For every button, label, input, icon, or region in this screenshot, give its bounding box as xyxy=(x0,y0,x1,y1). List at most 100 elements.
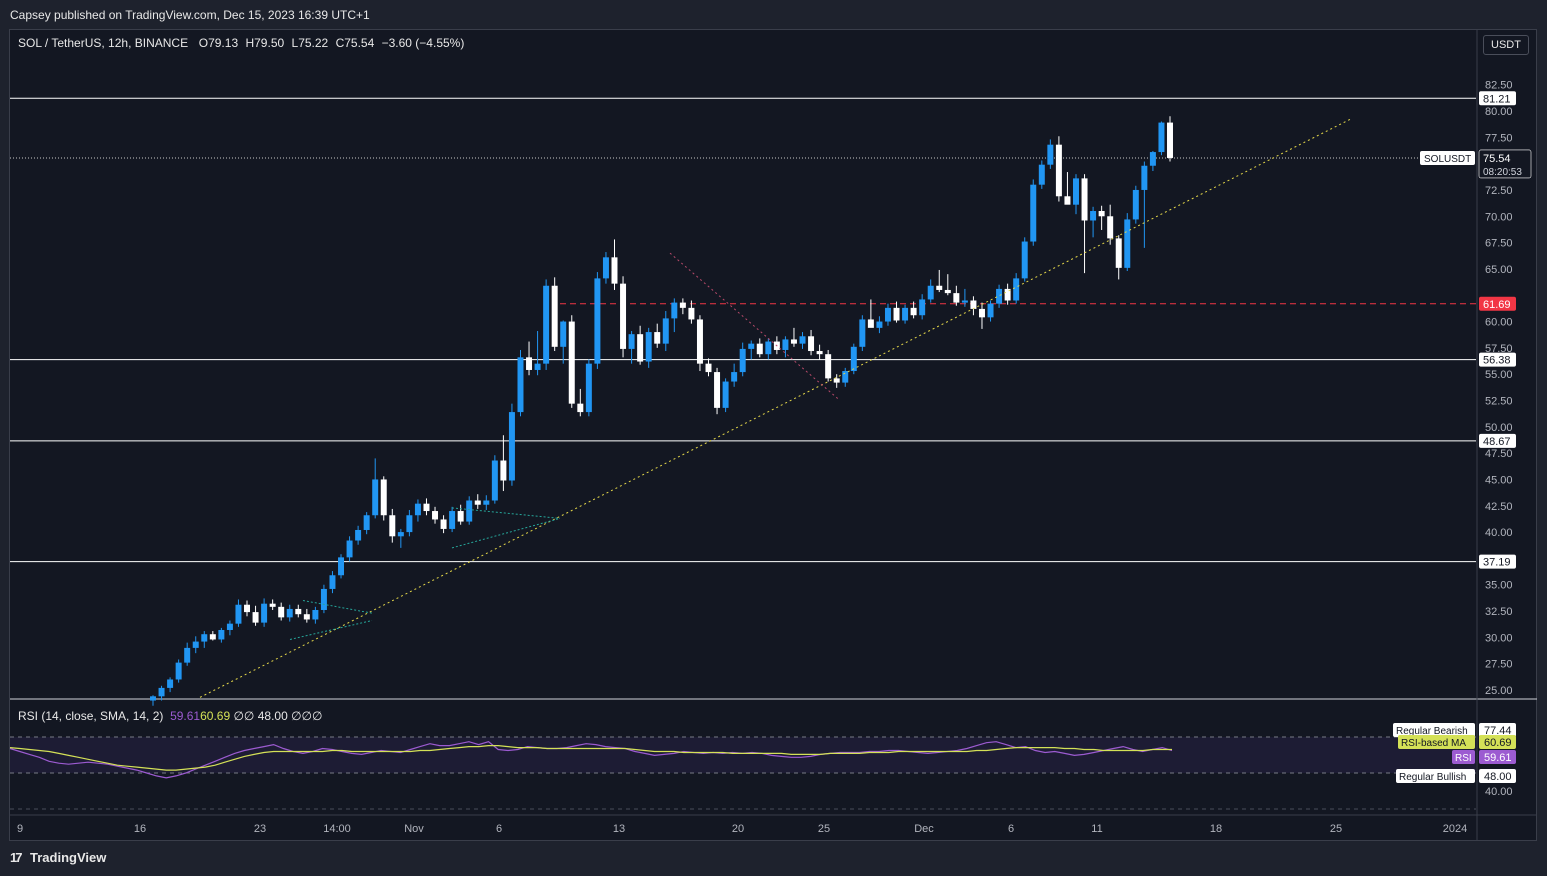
candle-body-14 xyxy=(269,603,276,607)
candle-body-59 xyxy=(654,332,661,344)
candle-body-99 xyxy=(996,288,1003,304)
candle-body-5 xyxy=(192,641,199,648)
footer-brand[interactable]: 17 TradingView xyxy=(10,850,106,865)
candle-body-17 xyxy=(295,608,302,615)
candle-body-106 xyxy=(1055,144,1062,197)
candle-body-57 xyxy=(637,334,644,362)
candle-body-44 xyxy=(526,357,533,370)
low-value: L75.22 xyxy=(291,36,329,50)
rsi-ma-value: 60.69 xyxy=(200,709,231,723)
candle-body-64 xyxy=(696,319,703,364)
rsi-ma-tag-bg xyxy=(1398,735,1475,749)
time-tick-10: 6 xyxy=(1008,823,1014,835)
flag-bottom-2 xyxy=(451,517,561,549)
candle-body-92 xyxy=(936,285,943,290)
rsi-level-value: 48.00 xyxy=(257,709,288,723)
price-tick-9: 60.00 xyxy=(1485,317,1513,329)
currency-button[interactable]: USDT xyxy=(1483,35,1529,55)
candle-body-93 xyxy=(944,289,951,294)
candle-body-58 xyxy=(645,332,652,362)
candle-body-83 xyxy=(859,319,866,347)
price-tick-12: 52.50 xyxy=(1485,396,1513,408)
candle-body-18 xyxy=(303,614,310,620)
candle-body-9 xyxy=(226,623,233,630)
candle-body-66 xyxy=(714,372,721,408)
candle-body-88 xyxy=(902,307,909,321)
price-tick-17: 40.00 xyxy=(1485,527,1513,539)
level-label-4: 37.19 xyxy=(1483,557,1511,569)
candle-body-114 xyxy=(1124,219,1131,268)
candle-body-13 xyxy=(261,603,268,623)
rsi-na-5: ∅ xyxy=(312,709,323,723)
candle-body-105 xyxy=(1047,144,1054,165)
price-tick-14: 47.50 xyxy=(1485,448,1513,460)
rsi-value-bg xyxy=(1479,750,1516,764)
candle-body-84 xyxy=(867,319,874,328)
level-label-1: 61.69 xyxy=(1483,299,1511,311)
candle-body-90 xyxy=(919,299,926,316)
bearish-tag: Regular Bearish xyxy=(1396,726,1468,737)
candle-body-50 xyxy=(577,403,584,413)
candle-body-10 xyxy=(235,604,242,624)
candle-body-29 xyxy=(397,532,404,537)
bullish-value: 48.00 xyxy=(1484,771,1512,783)
candle-body-7 xyxy=(209,634,216,640)
time-tick-14: 2024 xyxy=(1443,823,1467,835)
candle-body-112 xyxy=(1107,216,1114,239)
candle-body-67 xyxy=(722,381,729,408)
candle-body-65 xyxy=(705,363,712,373)
candle-body-82 xyxy=(850,346,857,372)
last-price-box xyxy=(1478,149,1532,179)
candle-body-100 xyxy=(1004,288,1011,301)
candle-body-41 xyxy=(500,460,507,481)
candle-body-110 xyxy=(1090,211,1097,221)
candle-body-52 xyxy=(594,278,601,364)
level-label-3: 48.67 xyxy=(1483,436,1511,448)
bullish-tag-bg xyxy=(1396,769,1475,783)
candle-body-30 xyxy=(406,515,413,533)
time-tick-3: 14:00 xyxy=(323,823,351,835)
candle-body-45 xyxy=(534,363,541,370)
time-tick-4: Nov xyxy=(404,823,424,835)
change-value: −3.60 (−4.55%) xyxy=(381,36,465,50)
publish-info: Capsey published on TradingView.com, Dec… xyxy=(10,8,370,22)
price-legend: SOL / TetherUS, 12h, BINANCE O79.13 H79.… xyxy=(18,36,468,50)
close-value: C75.54 xyxy=(335,36,375,50)
flag-bottom-1 xyxy=(289,620,373,640)
time-tick-0: 9 xyxy=(17,823,23,835)
candle-body-86 xyxy=(884,307,891,322)
rsi-line xyxy=(9,741,1173,779)
candle-body-104 xyxy=(1038,164,1045,185)
bearish-tag-bg xyxy=(1393,723,1475,737)
candle-body-111 xyxy=(1098,211,1105,217)
symbol-label[interactable]: SOL / TetherUS, 12h, BINANCE xyxy=(18,36,189,50)
bullish-tag: Regular Bullish xyxy=(1399,772,1466,783)
rsi-label[interactable]: RSI (14, close, SMA, 14, 2) xyxy=(18,709,164,723)
candle-body-76 xyxy=(799,336,806,344)
price-tick-5: 70.00 xyxy=(1485,211,1513,223)
candle-body-46 xyxy=(543,285,550,364)
candle-body-22 xyxy=(338,557,345,576)
candle-body-79 xyxy=(825,354,832,379)
candle-body-103 xyxy=(1030,184,1037,242)
candle-body-72 xyxy=(765,341,772,355)
candle-body-43 xyxy=(517,357,524,413)
rsi-tick-40: 40.00 xyxy=(1485,786,1513,798)
candle-body-108 xyxy=(1073,178,1079,205)
last-price-value: 75.54 xyxy=(1483,153,1511,165)
candle-body-24 xyxy=(355,529,362,541)
candle-body-3 xyxy=(175,662,182,680)
bullish-value-bg xyxy=(1479,769,1516,783)
candle-body-85 xyxy=(876,321,883,328)
level-label-bg-3 xyxy=(1479,433,1516,448)
rsi-value: 59.61 xyxy=(170,709,201,723)
candle-body-113 xyxy=(1115,238,1122,268)
candle-body-2 xyxy=(167,679,174,688)
candle-body-101 xyxy=(1013,278,1020,301)
candle-body-81 xyxy=(842,371,849,383)
time-tick-6: 13 xyxy=(613,823,625,835)
candle-body-8 xyxy=(218,629,225,640)
level-label-bg-2 xyxy=(1479,352,1516,367)
candle-body-15 xyxy=(278,606,285,618)
